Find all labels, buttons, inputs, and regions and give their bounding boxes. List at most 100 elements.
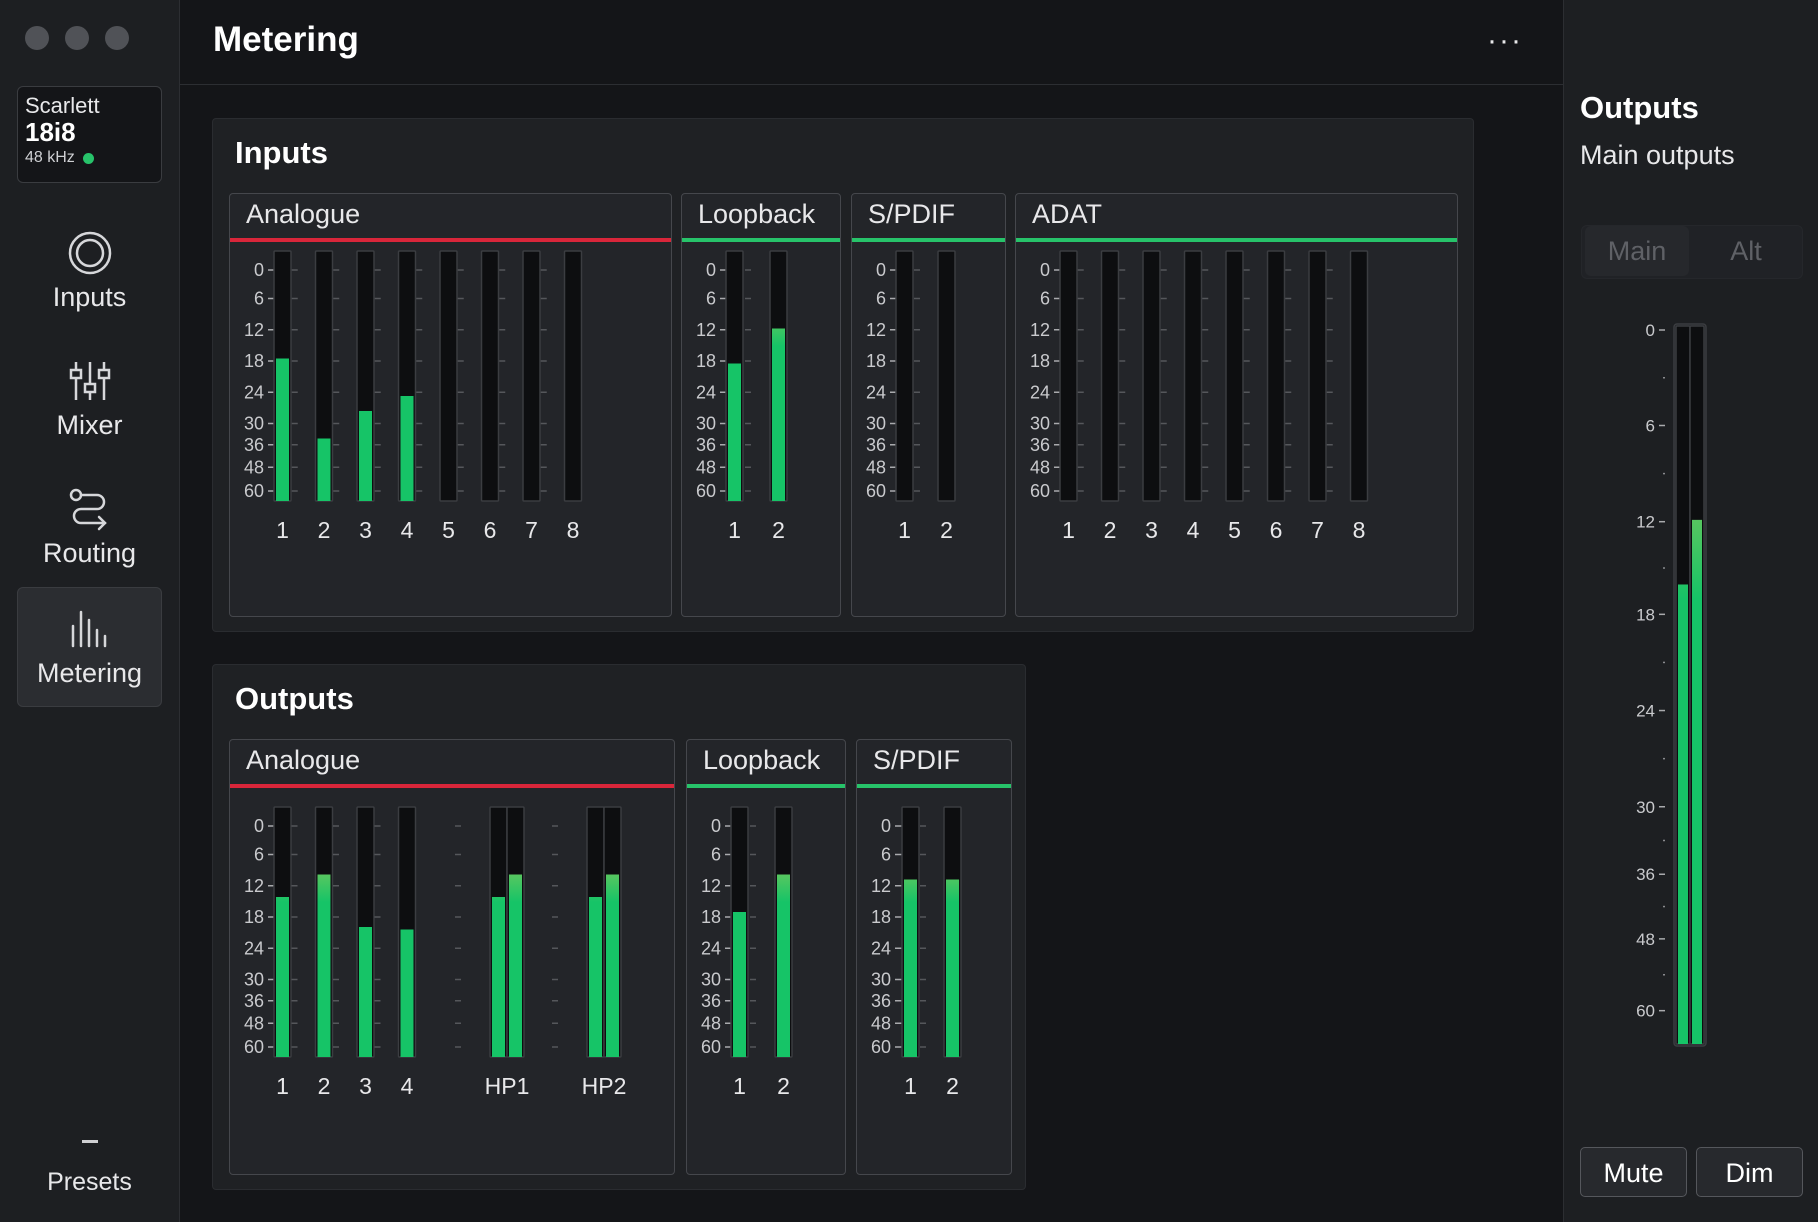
meter-fill: [772, 328, 785, 501]
sidebar-item-inputs[interactable]: Inputs: [17, 212, 162, 332]
input-group-adat: ADAT 0 6 12 18 24 30 36 48 60 1 2 3 4 5 6 7 8: [1015, 193, 1458, 617]
scale-label: 30: [244, 970, 264, 990]
window-minimize-button[interactable]: [65, 26, 89, 50]
scale-label: 24: [866, 382, 886, 402]
scale-label: 60: [244, 481, 264, 501]
sidebar-item-label: Metering: [36, 658, 143, 688]
scale-label: 12: [1030, 320, 1050, 340]
meter-track: [1225, 250, 1244, 502]
channel-label: HP1: [485, 1073, 530, 1099]
main-output-meter: 0 6 12 18 24 30 36 48 60: [1636, 321, 1707, 1047]
channel-label: 1: [276, 1073, 289, 1099]
scale-label: 6: [1646, 416, 1655, 435]
scale-label: 48: [701, 1013, 721, 1033]
channel-label: 2: [318, 1073, 331, 1099]
metering-bars-icon: [71, 610, 106, 648]
channel-label: 2: [772, 517, 785, 543]
tab-main[interactable]: Main: [1585, 226, 1689, 276]
channel-label: 3: [359, 1073, 372, 1099]
sidebar-item-label: Routing: [42, 538, 137, 568]
side-panel-title: Outputs: [1580, 90, 1699, 125]
sidebar-item-routing[interactable]: Routing: [17, 468, 162, 588]
scale-label: 36: [701, 991, 721, 1011]
meter-frame: [1673, 323, 1707, 1047]
scale-label: 0: [876, 260, 886, 280]
sidebar-item-mixer[interactable]: Mixer: [17, 340, 162, 460]
scale-label: 6: [254, 845, 264, 865]
group-title: S/PDIF: [868, 199, 956, 229]
channel-label: 4: [1187, 517, 1200, 543]
meter-track: [937, 250, 956, 502]
meter-track: [522, 250, 541, 502]
scale-label: 24: [701, 938, 721, 958]
scale-label: 12: [701, 876, 721, 896]
group-accent-line: [230, 784, 674, 788]
group-title: ADAT: [1032, 199, 1103, 229]
side-panel-subtitle: Main outputs: [1580, 140, 1735, 170]
device-selector[interactable]: Scarlett 18i8 48 kHz: [17, 86, 162, 183]
channel-label: 1: [904, 1073, 917, 1099]
scale-label: 30: [871, 970, 891, 990]
scale-label: 18: [871, 907, 891, 927]
channel-label: 5: [442, 517, 455, 543]
scale-label: 48: [1030, 457, 1050, 477]
mute-button[interactable]: Mute: [1580, 1147, 1687, 1197]
inputs-panel: Inputs Analogue 0 6 12 18 24 30 36 48 60 1 2 3 4 5 6 7 8…: [212, 118, 1474, 632]
group-accent-line: [857, 784, 1011, 788]
scale-label: 18: [244, 351, 264, 371]
scale-label: 60: [701, 1037, 721, 1057]
scale-label: 30: [244, 414, 264, 434]
scale-label: 36: [244, 435, 264, 455]
scale-label: 18: [701, 907, 721, 927]
scale-label: 48: [1636, 930, 1655, 949]
scale-label: 48: [244, 457, 264, 477]
meter-track: [1059, 250, 1078, 502]
scale-label: 6: [876, 289, 886, 309]
presets-label: Presets: [47, 1168, 132, 1196]
device-brand: Scarlett: [25, 93, 100, 118]
group-accent-line: [687, 784, 845, 788]
meter-fill: [276, 897, 289, 1057]
channel-label: 1: [276, 517, 289, 543]
meter-fill: [492, 897, 505, 1057]
window-close-button[interactable]: [25, 26, 49, 50]
meter-fill: [276, 358, 289, 501]
meter-fill: [317, 874, 331, 1057]
scale-label: 12: [244, 876, 264, 896]
sidebar-item-metering[interactable]: Metering: [17, 587, 162, 707]
group-accent-line: [682, 238, 840, 242]
meter-track: [1142, 250, 1161, 502]
dim-button[interactable]: Dim: [1696, 1147, 1803, 1197]
channel-label: 2: [1104, 517, 1117, 543]
scale-label: 36: [866, 435, 886, 455]
header: Metering ···: [180, 0, 1563, 85]
scale-label: 18: [1636, 605, 1655, 624]
channel-label: 2: [318, 517, 331, 543]
channel-label: 1: [728, 517, 741, 543]
window-zoom-button[interactable]: [105, 26, 129, 50]
meter-track: [1349, 250, 1369, 502]
sidebar-item-label: Inputs: [52, 282, 127, 312]
status-indicator: [82, 152, 94, 164]
channel-label: 5: [1228, 517, 1241, 543]
page-title: Metering: [213, 20, 359, 59]
presets-button[interactable]: Presets: [17, 1120, 162, 1197]
more-options-icon[interactable]: ···: [1487, 24, 1523, 57]
tab-alt[interactable]: Alt: [1730, 236, 1762, 266]
meter-fill: [400, 396, 414, 501]
scale-label: 0: [711, 816, 721, 836]
scale-label: 12: [866, 320, 886, 340]
channel-label: 2: [946, 1073, 959, 1099]
scale-label: 18: [1030, 351, 1050, 371]
scale-label: 0: [881, 816, 891, 836]
channel-label: 4: [401, 517, 414, 543]
scale-label: 12: [1636, 513, 1655, 532]
sidebar-item-label: Mixer: [56, 410, 123, 440]
scale-label: 30: [701, 970, 721, 990]
output-group-spdif: S/PDIF 0 6 12 18 24 30 36 48 60 1 2: [856, 739, 1012, 1175]
inputs-panel-title: Inputs: [235, 135, 328, 170]
